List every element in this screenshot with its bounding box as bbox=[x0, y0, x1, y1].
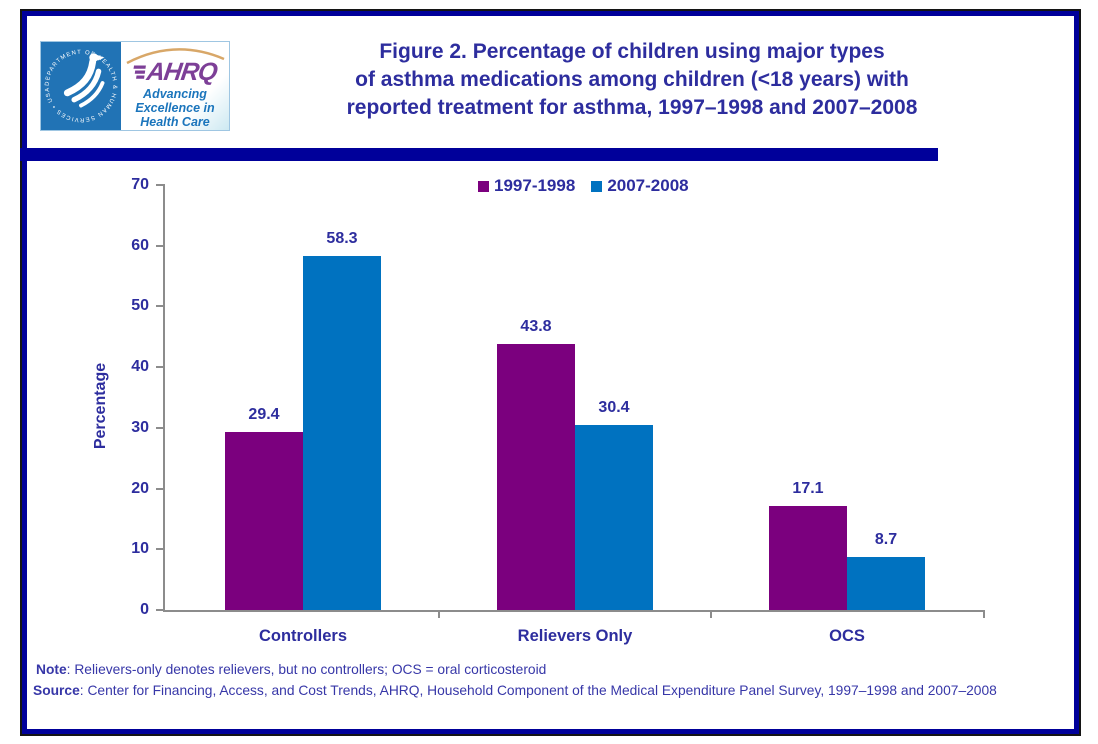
figure-title: Figure 2. Percentage of children using m… bbox=[272, 38, 992, 122]
y-tick-10 bbox=[156, 548, 163, 550]
bar-value-label-2007-2008-relievers-only: 30.4 bbox=[598, 399, 630, 416]
tagline-line: Advancing bbox=[143, 87, 207, 101]
bar-chart-plot: 29.4 58.3 Controllers 43.8 30.4 Relievers Onl… bbox=[27, 16, 1074, 729]
y-tick-label-0: 0 bbox=[140, 601, 149, 618]
legend-swatch-series2 bbox=[591, 180, 603, 192]
y-tick-label-60: 60 bbox=[131, 237, 149, 254]
category-label-controllers: Controllers bbox=[258, 627, 347, 645]
header-divider-bar bbox=[20, 148, 938, 161]
bar-1997-1998-relievers-only bbox=[497, 344, 575, 610]
bar-1997-1998-controllers bbox=[225, 432, 303, 610]
source-label: Source bbox=[33, 682, 80, 698]
hhs-eagle-icon: DEPARTMENT OF HEALTH & HUMAN SERVICES • … bbox=[45, 50, 117, 123]
bar-2007-2008-ocs bbox=[847, 557, 925, 610]
bar-2007-2008-controllers bbox=[303, 256, 381, 610]
y-tick-0 bbox=[156, 609, 163, 611]
y-tick-60 bbox=[156, 245, 163, 247]
legend-swatch-series1 bbox=[478, 180, 489, 192]
legend-label-series1: 1997-1998 bbox=[494, 176, 576, 195]
slide-frame: DEPARTMENT OF HEALTH & HUMAN SERVICES • … bbox=[20, 9, 1081, 736]
note-label: Note bbox=[36, 662, 67, 677]
bar-value-label-1997-1998-relievers-only: 43.8 bbox=[520, 318, 552, 335]
x-axis-line bbox=[163, 610, 985, 612]
y-tick-label-10: 10 bbox=[131, 540, 149, 557]
chart-legend: 1997-1998 2007-2008 bbox=[478, 176, 689, 196]
bar-value-label-1997-1998-ocs: 17.1 bbox=[792, 480, 824, 497]
y-tick-20 bbox=[156, 488, 163, 490]
x-tick-2 bbox=[983, 612, 985, 618]
bar-value-label-1997-1998-controllers: 29.4 bbox=[248, 406, 280, 423]
footer-notes: Note: Relievers-only denotes relievers, … bbox=[33, 660, 1049, 701]
y-tick-label-50: 50 bbox=[131, 297, 149, 314]
y-tick-50 bbox=[156, 305, 163, 307]
y-tick-label-20: 20 bbox=[131, 480, 149, 497]
y-tick-label-30: 30 bbox=[131, 419, 149, 436]
category-label-ocs: OCS bbox=[829, 627, 865, 645]
bar-1997-1998-ocs bbox=[769, 506, 847, 610]
slide-inner-frame: DEPARTMENT OF HEALTH & HUMAN SERVICES • … bbox=[20, 11, 1079, 734]
figure-title-line: reported treatment for asthma, 1997–1998… bbox=[346, 96, 918, 119]
legend-item-series1: 1997-1998 bbox=[478, 176, 575, 196]
ahrq-tagline: Advancing Excellence in Health Care bbox=[135, 87, 214, 129]
bar-value-label-2007-2008-controllers: 58.3 bbox=[326, 230, 358, 247]
y-tick-30 bbox=[156, 427, 163, 429]
y-tick-label-70: 70 bbox=[131, 176, 149, 193]
hhs-seal: DEPARTMENT OF HEALTH & HUMAN SERVICES • … bbox=[41, 42, 121, 130]
note-text: Note: Relievers-only denotes relievers, … bbox=[36, 662, 547, 677]
y-tick-70 bbox=[156, 184, 163, 186]
ahrq-logo-box: AHRQ Advancing Excellence in Health Care bbox=[121, 42, 229, 130]
x-tick-1 bbox=[710, 612, 712, 618]
y-axis-line bbox=[163, 184, 165, 611]
figure-title-line: Figure 2. Percentage of children using m… bbox=[379, 40, 885, 63]
ahrq-hhs-logo: DEPARTMENT OF HEALTH & HUMAN SERVICES • … bbox=[40, 41, 230, 131]
bar-2007-2008-relievers-only bbox=[575, 425, 653, 610]
legend-item-series2: 2007-2008 bbox=[591, 176, 689, 196]
y-tick-40 bbox=[156, 366, 163, 368]
tagline-line: Health Care bbox=[140, 115, 210, 129]
source-text: Source: Center for Financing, Access, an… bbox=[33, 682, 997, 698]
legend-label-series2: 2007-2008 bbox=[607, 176, 689, 195]
tagline-line: Excellence in bbox=[135, 101, 215, 115]
category-label-relievers-only: Relievers Only bbox=[517, 627, 633, 645]
y-tick-label-40: 40 bbox=[131, 358, 149, 375]
figure-title-line: of asthma medications among children (<1… bbox=[355, 68, 909, 91]
ahrq-arc-icon bbox=[126, 48, 225, 65]
x-tick-0 bbox=[438, 612, 440, 618]
ahrq-speedlines-icon bbox=[133, 65, 147, 79]
bar-value-label-2007-2008-ocs: 8.7 bbox=[874, 531, 898, 548]
